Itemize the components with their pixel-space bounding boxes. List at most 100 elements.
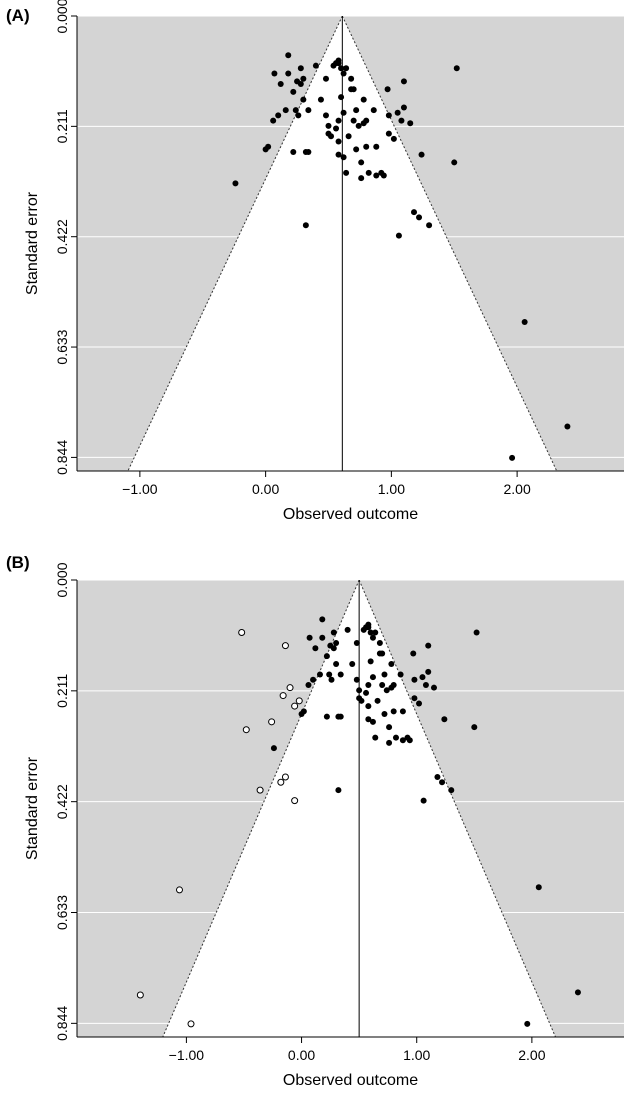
funnel-plot-panel-b: (B) 0.000 0.211 0.422 0.633 0.844 −1.00 0.00 1.… xyxy=(0,549,624,1098)
observed-study-point-2 xyxy=(319,616,326,623)
observed-study-point-32 xyxy=(367,658,374,665)
funnel-plot-panel-a: (A) 0.000 0.211 0.422 0.633 0.844 −1.00 0.00 1.… xyxy=(6,0,624,523)
imputed-study-point-10 xyxy=(291,797,299,805)
y-axis-label: Standard error xyxy=(24,191,41,295)
observed-study-point-65 xyxy=(420,797,427,804)
imputed-study-point-0 xyxy=(238,629,246,637)
observed-study-point-36 xyxy=(345,133,352,140)
observed-study-point-19 xyxy=(337,671,344,678)
observed-study-point-60 xyxy=(400,104,407,111)
observed-study-point-8 xyxy=(297,80,304,87)
observed-study-point-79 xyxy=(335,57,342,64)
observed-study-point-49 xyxy=(370,107,377,114)
observed-study-point-11 xyxy=(323,713,330,720)
observed-study-point-47 xyxy=(390,708,397,715)
observed-study-point-79 xyxy=(365,621,372,628)
observed-study-point-29 xyxy=(365,682,372,689)
y-tick-label-2: 0.422 xyxy=(54,219,70,254)
observed-study-point-61 xyxy=(430,684,437,691)
observed-study-point-16 xyxy=(270,745,277,752)
observed-study-point-66 xyxy=(448,787,455,794)
observed-study-point-27 xyxy=(328,133,335,140)
observed-study-point-39 xyxy=(353,107,360,114)
observed-study-point-7 xyxy=(292,107,299,114)
observed-study-point-44 xyxy=(360,96,367,103)
observed-study-point-50 xyxy=(399,737,406,744)
y-tick-label-0: 0.000 xyxy=(54,0,70,34)
observed-study-point-15 xyxy=(262,146,269,153)
x-tick-label-1: 0.00 xyxy=(288,1047,315,1063)
funnel-plot-b: 0.000 0.211 0.422 0.633 0.844 −1.00 0.00 1.00 2.… xyxy=(24,562,624,1089)
observed-study-point-71 xyxy=(340,70,347,77)
panel-label-a: (A) xyxy=(6,6,30,25)
observed-study-point-40 xyxy=(381,710,388,717)
observed-study-point-29 xyxy=(335,117,342,124)
imputed-study-point-9 xyxy=(256,786,264,794)
x-tick-label-1: 0.00 xyxy=(252,481,279,497)
y-tick-label-3: 0.633 xyxy=(54,895,70,930)
observed-study-point-77 xyxy=(333,640,340,647)
observed-study-point-25 xyxy=(356,687,363,694)
observed-study-point-24 xyxy=(322,112,329,119)
observed-study-point-0 xyxy=(306,634,313,641)
imputed-study-point-1 xyxy=(281,642,289,650)
observed-study-point-81 xyxy=(535,884,542,891)
observed-study-point-67 xyxy=(471,724,478,731)
observed-study-point-3 xyxy=(319,634,326,641)
observed-study-point-72 xyxy=(343,65,350,72)
observed-study-point-64 xyxy=(418,151,425,158)
observed-study-point-55 xyxy=(411,695,418,702)
observed-study-point-31 xyxy=(335,138,342,145)
observed-study-point-22 xyxy=(317,96,324,103)
observed-study-point-30 xyxy=(365,716,372,723)
observed-study-point-43 xyxy=(386,739,393,746)
observed-study-point-0 xyxy=(271,70,278,77)
observed-study-point-67 xyxy=(451,159,458,166)
plot-area xyxy=(77,580,624,1037)
imputed-study-point-7 xyxy=(281,773,289,781)
observed-study-point-56 xyxy=(385,112,392,119)
observed-study-point-68 xyxy=(473,629,480,636)
observed-study-point-48 xyxy=(392,734,399,741)
observed-study-point-8 xyxy=(330,645,337,652)
observed-study-point-2 xyxy=(285,52,292,59)
imputed-study-point-2 xyxy=(279,692,287,700)
observed-study-point-17 xyxy=(282,107,289,114)
observed-study-point-74 xyxy=(379,650,386,657)
x-tick-label-0: −1.00 xyxy=(122,481,158,497)
plot-area xyxy=(77,16,624,471)
observed-study-point-13 xyxy=(270,117,277,124)
observed-study-point-47 xyxy=(363,143,370,150)
observed-study-point-38 xyxy=(350,117,357,124)
observed-study-point-34 xyxy=(340,154,347,161)
x-tick-label-2: 1.00 xyxy=(378,481,405,497)
observed-study-point-33 xyxy=(340,109,347,116)
observed-study-point-60 xyxy=(425,668,432,675)
x-axis-label: Observed outcome xyxy=(283,1072,418,1089)
observed-study-point-35 xyxy=(372,734,379,741)
observed-study-point-70 xyxy=(367,629,374,636)
observed-study-point-28 xyxy=(363,689,370,696)
observed-study-point-39 xyxy=(381,671,388,678)
observed-study-point-63 xyxy=(416,214,423,221)
observed-study-point-36 xyxy=(374,697,381,704)
observed-study-point-81 xyxy=(521,318,528,325)
observed-study-point-62 xyxy=(434,773,441,780)
imputed-study-point-11 xyxy=(295,697,303,705)
imputed-study-point-12 xyxy=(175,886,183,894)
observed-study-point-83 xyxy=(524,1020,531,1027)
observed-study-point-73 xyxy=(376,640,383,647)
observed-study-point-21 xyxy=(312,62,319,69)
observed-study-point-31 xyxy=(365,703,372,710)
observed-study-point-73 xyxy=(348,75,355,82)
observed-study-point-64 xyxy=(441,716,448,723)
observed-study-point-53 xyxy=(380,172,387,179)
y-tick-label-1: 0.211 xyxy=(54,109,70,143)
observed-study-point-38 xyxy=(379,682,386,689)
observed-study-point-58 xyxy=(419,674,426,681)
observed-study-point-65 xyxy=(395,232,402,239)
observed-study-point-15 xyxy=(298,710,305,717)
observed-study-point-6 xyxy=(330,629,337,636)
observed-study-point-48 xyxy=(365,169,372,176)
observed-study-point-61 xyxy=(407,120,414,127)
